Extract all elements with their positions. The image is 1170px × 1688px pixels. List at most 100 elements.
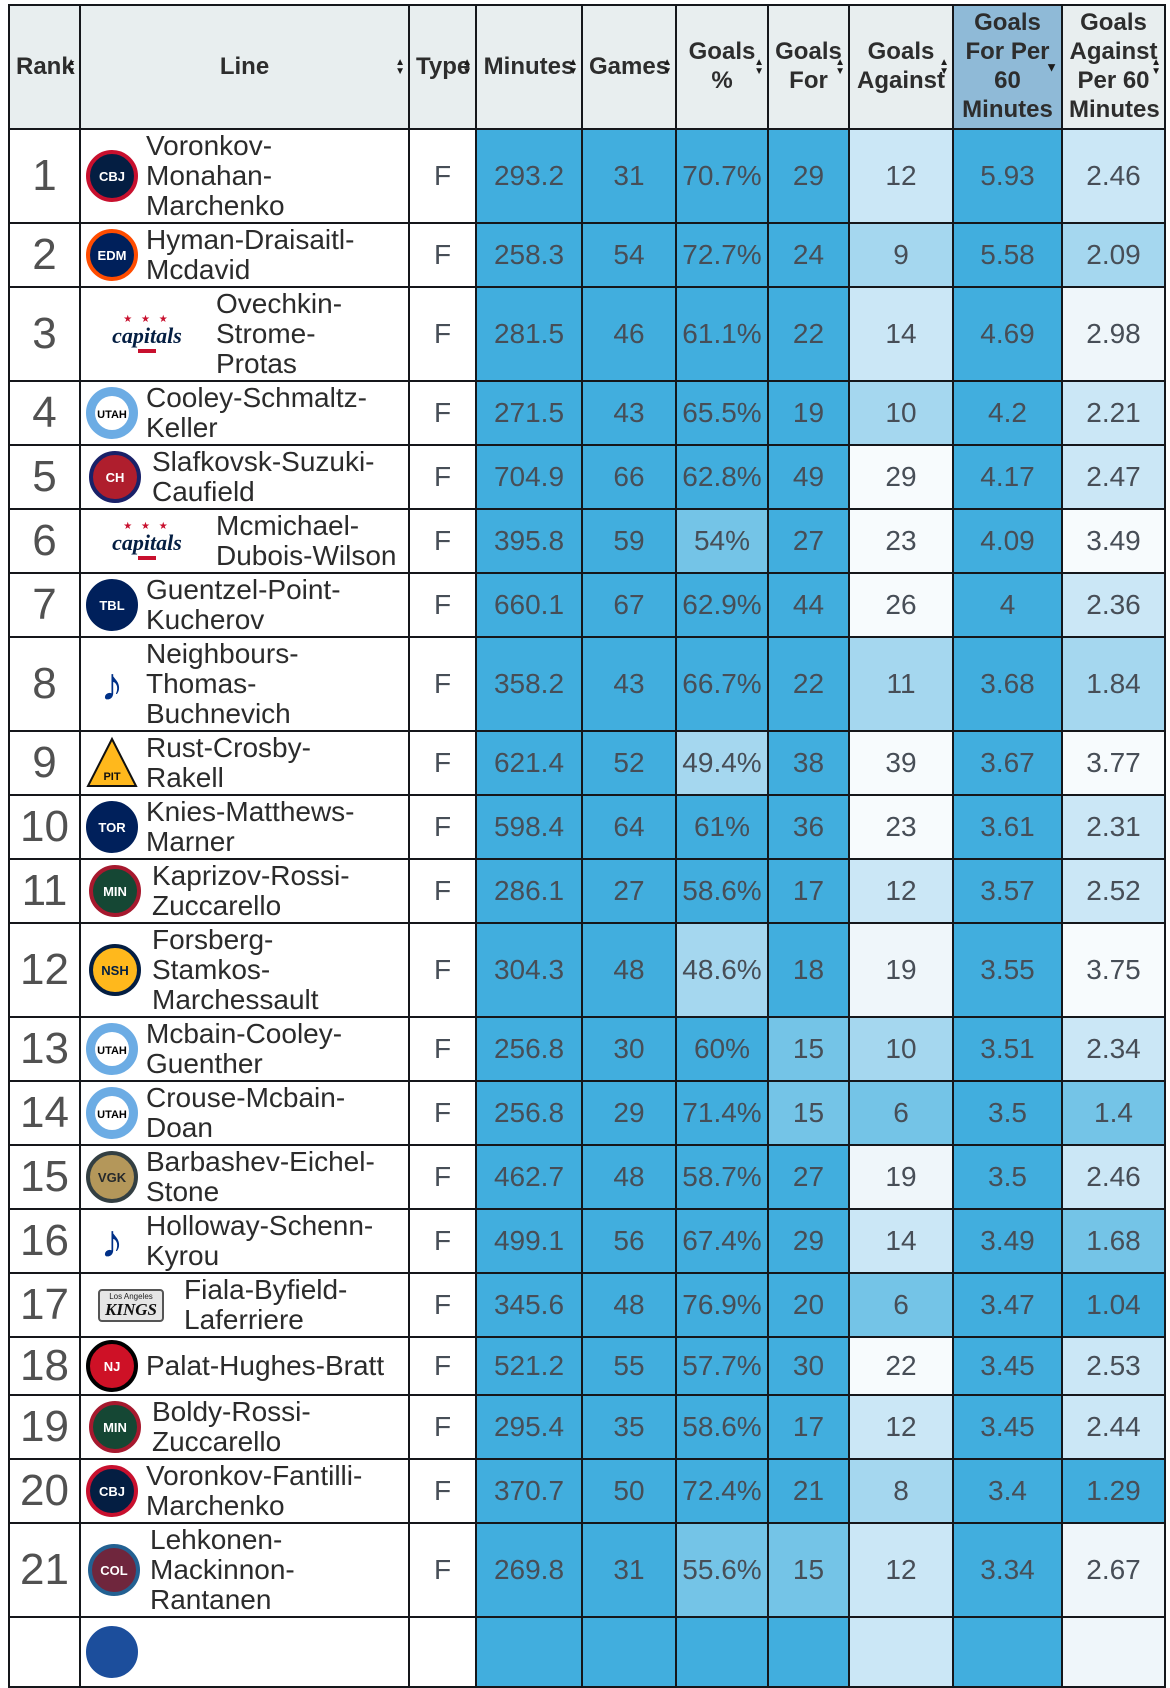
rank-cell: 7	[8, 572, 81, 638]
minutes-cell	[475, 1616, 583, 1688]
line-name: Mcmichael- Dubois-Wilson	[216, 510, 397, 571]
sort-arrows-icon: ▲ ▼	[1151, 57, 1161, 77]
svg-text:UTAH: UTAH	[97, 409, 127, 421]
svg-text:UTAH: UTAH	[97, 1045, 127, 1057]
gf60-cell: 3.47	[952, 1272, 1063, 1338]
col-header-line[interactable]: Line ▲ ▼	[79, 4, 410, 130]
col-header-goals-pct[interactable]: Goals % ▲ ▼	[675, 4, 769, 130]
sort-arrows-icon: ▲ ▼	[568, 57, 578, 77]
line-name: Forsberg- Stamkos- Marchessault	[152, 924, 319, 1015]
svg-text:PIT: PIT	[103, 771, 120, 783]
gf60-cell: 3.67	[952, 730, 1063, 796]
pct-cell	[675, 1616, 769, 1688]
col-header-goals-for-label: Goals For	[775, 38, 842, 94]
games-cell: 27	[581, 858, 677, 924]
ga60-cell: 3.75	[1061, 922, 1166, 1018]
games-cell: 66	[581, 444, 677, 510]
svg-text:VGK: VGK	[98, 1170, 127, 1185]
table-row: 10 TOR Knies-Matthews- Marner F 598.4 64…	[8, 794, 1166, 860]
type-cell: F	[408, 794, 477, 860]
line-name: Guentzel-Point- Kucherov	[146, 574, 341, 635]
line-name: Hyman-Draisaitl- Mcdavid	[146, 224, 355, 285]
ga60-cell	[1061, 1616, 1166, 1688]
games-cell: 48	[581, 1272, 677, 1338]
table-row: 6 ★ ★ ★ capitals Mcmichael- Dubois-Wilson…	[8, 508, 1166, 574]
col-header-goals-against[interactable]: Goals Against ▲ ▼	[848, 4, 954, 130]
gf60-cell: 5.93	[952, 128, 1063, 224]
gf-cell: 29	[767, 128, 850, 224]
ga-cell: 23	[848, 508, 954, 574]
minutes-cell: 358.2	[475, 636, 583, 732]
minutes-cell: 258.3	[475, 222, 583, 288]
table-row: 18 NJ Palat-Hughes-Bratt F 521.2 55 57.7…	[8, 1336, 1166, 1396]
minutes-cell: 370.7	[475, 1458, 583, 1524]
sort-desc-icon: ▼	[1045, 59, 1058, 75]
gf60-cell: 4.17	[952, 444, 1063, 510]
svg-text:CBJ: CBJ	[99, 169, 125, 184]
table-row: 16 ♪ Holloway-Schenn- Kyrou F 499.1 56 6…	[8, 1208, 1166, 1274]
type-cell: F	[408, 128, 477, 224]
ga-cell	[848, 1616, 954, 1688]
ga-cell: 19	[848, 922, 954, 1018]
line-cell: Los Angeles KINGS Fiala-Byfield- Laferrie…	[79, 1272, 410, 1338]
col-header-rank[interactable]: Rank ▲ ▼	[8, 4, 81, 130]
gf-cell: 27	[767, 1144, 850, 1210]
pct-cell: 58.6%	[675, 1394, 769, 1460]
line-name: Mcbain-Cooley- Guenther	[146, 1018, 343, 1079]
rank-cell: 16	[8, 1208, 81, 1274]
col-header-goals-against-per60[interactable]: Goals Against Per 60 Minutes ▲ ▼	[1061, 4, 1166, 130]
table-row: 5 CH Slafkovsk-Suzuki- Caufield F 704.9 …	[8, 444, 1166, 510]
gf60-cell: 4.2	[952, 380, 1063, 446]
line-cell: NSH Forsberg- Stamkos- Marchessault	[79, 922, 410, 1018]
line-cell: ♪ Neighbours- Thomas- Buchnevich	[79, 636, 410, 732]
col-header-minutes[interactable]: Minutes ▲ ▼	[475, 4, 583, 130]
team-logo	[83, 1625, 141, 1679]
line-name: Fiala-Byfield- Laferriere	[184, 1274, 348, 1335]
gf60-cell: 3.45	[952, 1394, 1063, 1460]
team-logo: ♪	[100, 1215, 124, 1267]
table-row: 1 CBJ Voronkov- Monahan- Marchenko F 293…	[8, 128, 1166, 224]
rank-cell: 4	[8, 380, 81, 446]
svg-text:TOR: TOR	[98, 820, 126, 835]
line-cell: ♪ Holloway-Schenn- Kyrou	[79, 1208, 410, 1274]
line-cell: CBJ Voronkov-Fantilli- Marchenko	[79, 1458, 410, 1524]
minutes-cell: 286.1	[475, 858, 583, 924]
type-cell: F	[408, 858, 477, 924]
rank-cell: 20	[8, 1458, 81, 1524]
minutes-cell: 295.4	[475, 1394, 583, 1460]
col-header-type-label: Type	[416, 52, 471, 80]
col-header-goals-for-per60[interactable]: Goals For Per 60 Minutes ▼	[952, 4, 1063, 130]
team-logo: VGK	[83, 1150, 141, 1204]
line-name: Neighbours- Thomas- Buchnevich	[146, 638, 299, 729]
gf60-cell: 3.61	[952, 794, 1063, 860]
col-header-goals-pct-label: Goals %	[688, 38, 756, 94]
gf60-cell: 3.5	[952, 1080, 1063, 1146]
minutes-cell: 462.7	[475, 1144, 583, 1210]
ga60-cell: 2.52	[1061, 858, 1166, 924]
col-header-goals-for[interactable]: Goals For ▲ ▼	[767, 4, 850, 130]
type-cell: F	[408, 1208, 477, 1274]
line-cell	[79, 1616, 410, 1688]
games-cell: 46	[581, 286, 677, 382]
col-header-type[interactable]: Type ▲ ▼	[408, 4, 477, 130]
gf60-cell: 3.68	[952, 636, 1063, 732]
type-cell: F	[408, 444, 477, 510]
col-header-rank-label: Rank	[16, 52, 75, 80]
line-name: Holloway-Schenn- Kyrou	[146, 1210, 374, 1271]
minutes-cell: 345.6	[475, 1272, 583, 1338]
games-cell: 31	[581, 1522, 677, 1618]
ga-cell: 9	[848, 222, 954, 288]
gf60-cell: 3.51	[952, 1016, 1063, 1082]
ga-cell: 11	[848, 636, 954, 732]
gf60-cell: 5.58	[952, 222, 1063, 288]
rank-cell	[8, 1616, 81, 1688]
ga-cell: 6	[848, 1272, 954, 1338]
gf-cell: 21	[767, 1458, 850, 1524]
col-header-games[interactable]: Games ▲ ▼	[581, 4, 677, 130]
rank-cell: 18	[8, 1336, 81, 1396]
ga-cell: 26	[848, 572, 954, 638]
pct-cell: 60%	[675, 1016, 769, 1082]
ga-cell: 29	[848, 444, 954, 510]
team-logo: ★ ★ ★ capitals	[83, 514, 211, 568]
rank-cell: 2	[8, 222, 81, 288]
